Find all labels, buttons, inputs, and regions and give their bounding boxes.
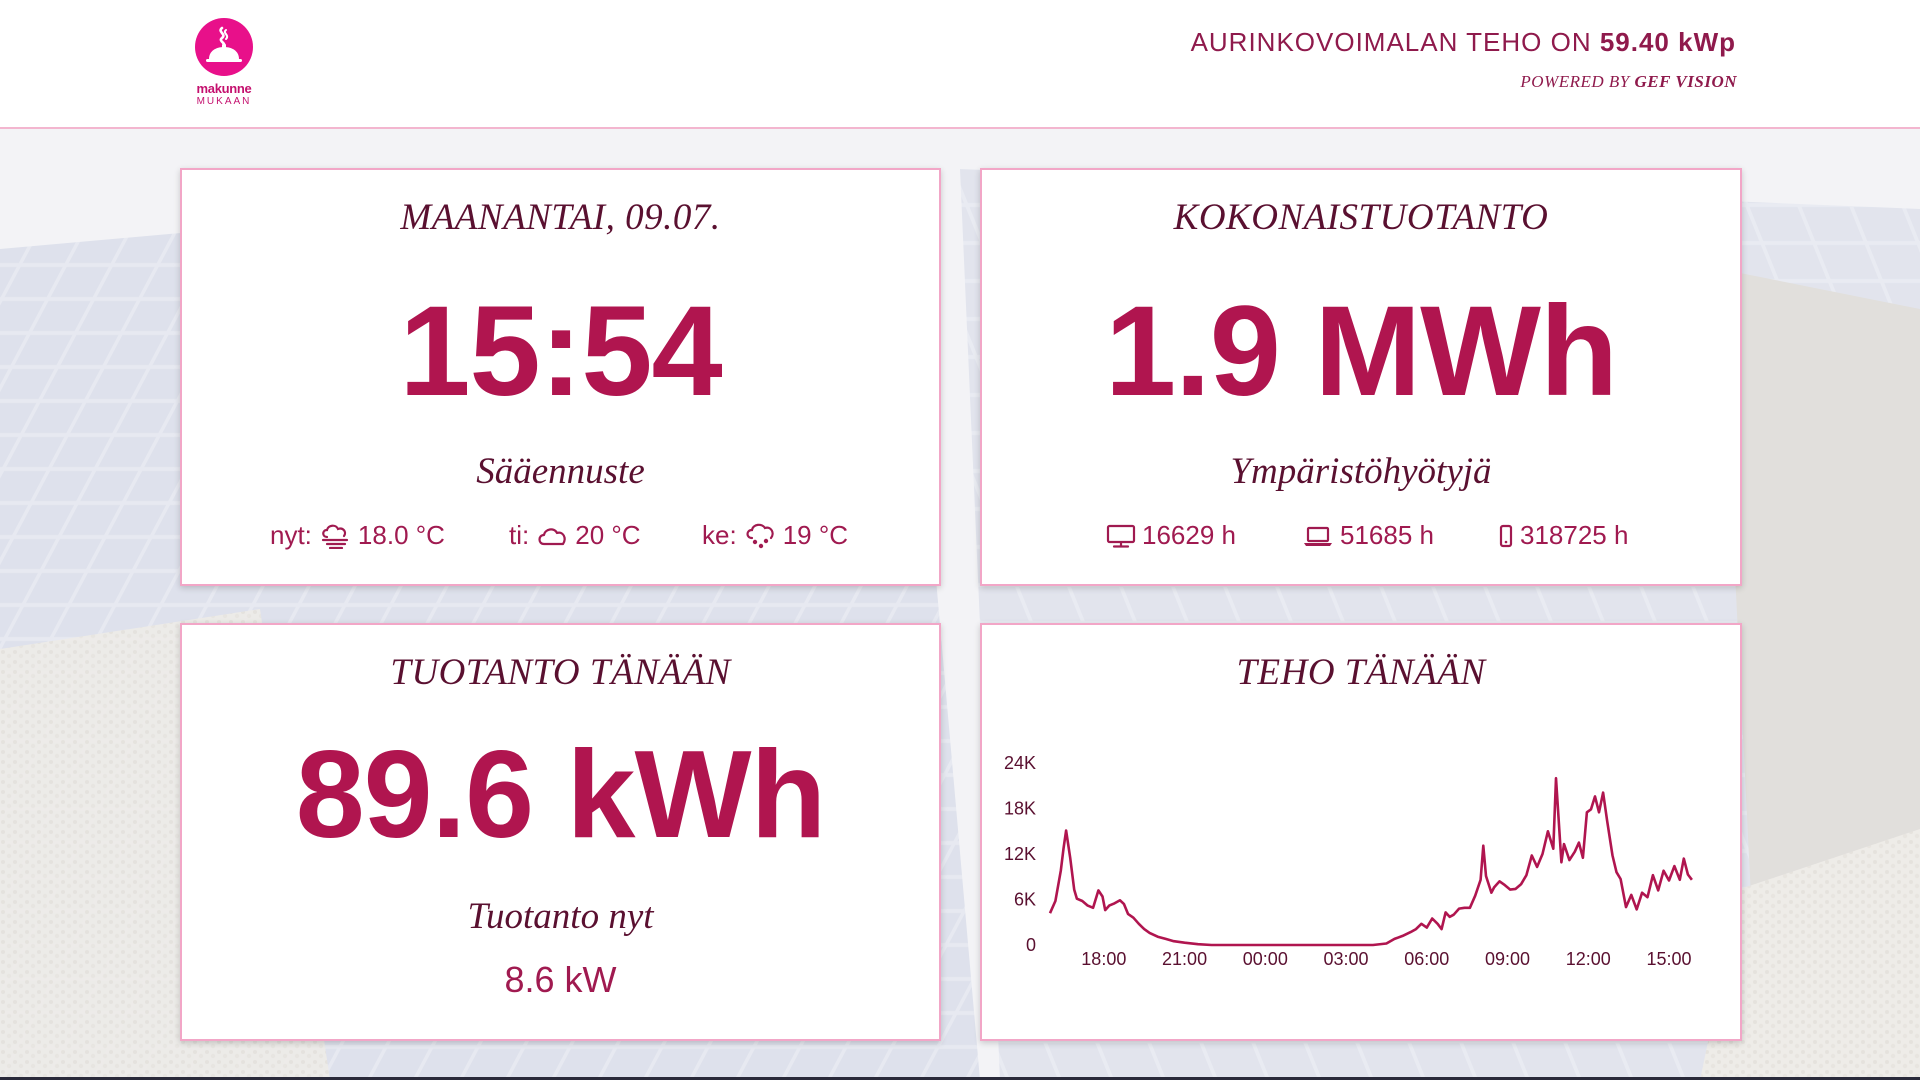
forecast-now-label: nyt: xyxy=(270,520,312,550)
logo-subtext: MUKAAN xyxy=(196,96,252,107)
x-tick-label: 03:00 xyxy=(1324,949,1369,969)
power-today-heading: TEHO TÄNÄÄN xyxy=(1236,652,1486,693)
weather-forecast-row: nyt: 18.0 °C ti: 20 °C ke: xyxy=(182,520,939,554)
power-series-line xyxy=(1048,776,1693,947)
cloud-fog-icon xyxy=(321,524,349,549)
powered-by-brand: GEF VISION xyxy=(1634,72,1737,91)
desktop-icon xyxy=(1106,524,1136,548)
power-today-card: TEHO TÄNÄÄN 0 6K 12K 18K 24K 18:00 21:00 00:00 0… xyxy=(980,623,1742,1041)
top-header: makunne MUKAAN AURINKOVOIMALAN TEHO ON 5… xyxy=(0,0,1920,129)
powered-by[interactable]: POWERED BY GEF VISION xyxy=(1520,72,1737,92)
x-tick-label: 06:00 xyxy=(1404,949,1449,969)
plant-capacity: AURINKOVOIMALAN TEHO ON 59.40 kWp xyxy=(1191,27,1736,58)
cloud-icon xyxy=(538,527,566,545)
total-production-value: 1.9 MWh xyxy=(1104,280,1618,423)
today-production-card: TUOTANTO TÄNÄÄN 89.6 kWh Tuotanto nyt 8.… xyxy=(180,623,941,1041)
benefit-smartphone-value: 318725 h xyxy=(1520,520,1629,550)
benefit-desktop-value: 16629 h xyxy=(1142,520,1236,550)
x-tick-label: 09:00 xyxy=(1485,949,1530,969)
cloche-logo-icon xyxy=(195,18,253,76)
x-tick-label: 21:00 xyxy=(1162,949,1207,969)
powered-by-label: POWERED BY xyxy=(1520,72,1630,91)
y-tick-label: 12K xyxy=(1004,844,1036,864)
today-production-value: 89.6 kWh xyxy=(295,726,827,864)
power-today-chart[interactable]: 0 6K 12K 18K 24K 18:00 21:00 00:00 03:00 06:00 09:… xyxy=(982,725,1740,1025)
forecast-tuesday: ti: 20 °C xyxy=(509,520,641,551)
bottom-edge-bar xyxy=(0,1077,1920,1080)
forecast-wednesday-value: 19 °C xyxy=(782,520,849,550)
benefit-laptop-value: 51685 h xyxy=(1340,520,1434,550)
forecast-now-value: 18.0 °C xyxy=(357,520,445,550)
weather-forecast-heading: Sääennuste xyxy=(476,451,645,492)
forecast-tuesday-label: ti: xyxy=(509,520,530,550)
plant-capacity-value: 59.40 kWp xyxy=(1599,27,1736,57)
date-heading: MAANANTAI, 09.07. xyxy=(400,197,721,238)
y-tick-label: 6K xyxy=(1014,890,1036,910)
clock-time: 15:54 xyxy=(399,280,722,423)
benefit-smartphone: 318725 h xyxy=(1492,520,1628,551)
x-tick-label: 15:00 xyxy=(1646,949,1691,969)
environmental-benefits-row: 16629 h 51685 h 318725 h xyxy=(982,520,1740,554)
x-tick-label: 12:00 xyxy=(1566,949,1611,969)
environmental-benefits-heading: Ympäristöhyötyjä xyxy=(1230,451,1492,492)
y-tick-label: 24K xyxy=(1004,753,1036,773)
current-production-value: 8.6 kW xyxy=(504,959,617,1000)
x-tick-label: 00:00 xyxy=(1243,949,1288,969)
forecast-wednesday: ke: 19 °C xyxy=(702,520,848,551)
forecast-wednesday-label: ke: xyxy=(702,520,737,550)
cloud-rain-icon xyxy=(746,523,774,548)
forecast-now: nyt: 18.0 °C xyxy=(270,520,445,551)
x-tick-label: 18:00 xyxy=(1081,949,1126,969)
y-tick-label: 18K xyxy=(1004,799,1036,819)
smartphone-icon xyxy=(1499,524,1513,547)
total-production-card: KOKONAISTUOTANTO 1.9 MWh Ympäristöhyötyj… xyxy=(980,168,1742,586)
current-production-heading: Tuotanto nyt xyxy=(467,896,654,937)
today-production-heading: TUOTANTO TÄNÄÄN xyxy=(390,652,731,693)
laptop-icon xyxy=(1304,526,1332,546)
makunne-mukaan-logo[interactable]: makunne MUKAAN xyxy=(193,18,255,114)
benefit-desktop: 16629 h xyxy=(1100,520,1236,551)
logo-wordmark: makunne xyxy=(196,81,252,96)
y-tick-label: 0 xyxy=(1026,935,1036,955)
forecast-tuesday-value: 20 °C xyxy=(575,520,641,550)
plant-capacity-label: AURINKOVOIMALAN TEHO ON xyxy=(1190,27,1592,57)
total-production-heading: KOKONAISTUOTANTO xyxy=(1173,197,1549,238)
clock-weather-card: MAANANTAI, 09.07. 15:54 Sääennuste nyt: … xyxy=(180,168,941,586)
benefit-laptop: 51685 h xyxy=(1296,520,1434,551)
